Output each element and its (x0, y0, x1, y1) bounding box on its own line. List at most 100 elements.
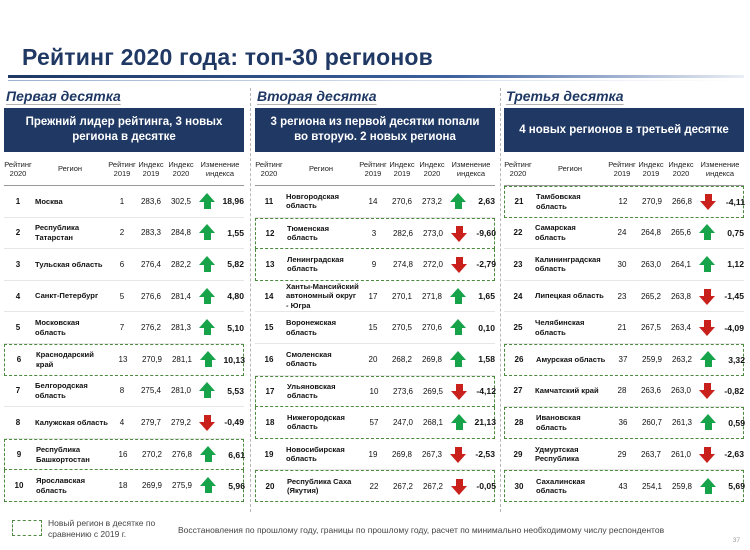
trend-cell (697, 193, 719, 211)
arrow-down-icon (451, 225, 467, 242)
region-name: Тамбовская область (536, 192, 581, 211)
arrow-down-icon (699, 446, 715, 463)
region-name: Москва (35, 196, 63, 206)
header-i2020: Индекс 2020 (419, 159, 445, 178)
region-name: Калининградская область (535, 254, 601, 274)
table-row: 15 Воронежская область 15 270,5 270,6 0,10 (255, 312, 495, 344)
column-separator (250, 88, 251, 512)
index-2020: 263,8 (670, 291, 692, 301)
table-row: 1 Москва 1 283,6 302,5 18,96 (4, 186, 244, 218)
region-name: Республика Саха (Якутия) (287, 476, 352, 496)
index-change: 0,59 (728, 417, 745, 428)
arrow-down-icon (699, 320, 715, 337)
table-row: 25 Челябинская область 21 267,5 263,4 -4,09 (504, 312, 744, 344)
index-2019: 267,5 (640, 323, 662, 333)
rank-2020: 21 (514, 197, 524, 207)
arrow-up-icon (199, 224, 215, 241)
region-name: Новосибирская область (286, 444, 345, 464)
region-name: Сахалинская область (536, 476, 586, 496)
title-divider-thin (8, 80, 744, 81)
index-change: -1,45 (724, 291, 744, 302)
trend-cell (448, 225, 470, 242)
rank-2019: 12 (618, 197, 628, 207)
rank-2019: 8 (119, 386, 125, 396)
table-row: 30 Сахалинская область 43 254,1 259,8 5,69 (504, 470, 745, 502)
index-2019: 283,3 (140, 228, 162, 238)
rank-2019: 15 (368, 323, 378, 333)
page-number: 37 (732, 537, 740, 544)
header-i2019: Индекс 2019 (389, 159, 415, 178)
rank-2020: 5 (15, 323, 21, 333)
trend-cell (448, 478, 470, 495)
table-row: 14 Ханты-Мансийский автономный округ - Юг… (255, 281, 495, 313)
header-r2019: Рейтинг 2019 (108, 159, 136, 178)
trend-cell (448, 383, 470, 400)
index-change: 5,82 (227, 259, 244, 270)
rank-2019: 30 (617, 259, 627, 269)
region-name: Белгородская область (35, 381, 88, 400)
rank-2019: 9 (371, 259, 377, 269)
index-change: 3,32 (728, 354, 745, 365)
region-name: Краснодарский край (36, 350, 94, 369)
header-region: Регион (557, 164, 583, 173)
arrow-down-icon (451, 383, 467, 400)
rank-2019: 29 (617, 449, 627, 459)
arrow-up-icon (199, 319, 215, 336)
arrow-up-icon (451, 413, 467, 430)
header-i2019: Индекс 2019 (138, 159, 164, 178)
trend-cell (196, 192, 218, 209)
index-change: 10,13 (223, 354, 245, 365)
arrow-up-icon (699, 224, 715, 241)
trend-cell (196, 224, 218, 241)
rank-2020: 7 (15, 386, 21, 396)
index-2020: 264,1 (670, 259, 692, 269)
arrow-down-icon (699, 288, 715, 305)
index-2020: 263,4 (670, 323, 692, 333)
trend-cell (447, 319, 469, 336)
rank-2019: 6 (119, 259, 125, 269)
trend-cell (196, 382, 218, 399)
rank-2020: 9 (16, 450, 22, 460)
trend-cell (696, 446, 718, 463)
header-i2019: Индекс 2019 (638, 159, 664, 178)
trend-cell (696, 288, 718, 305)
region-name: Московская область (35, 318, 80, 337)
index-change: 1,58 (478, 354, 495, 365)
region-name: Самарская область (535, 223, 576, 242)
rank-2019: 2 (119, 228, 125, 238)
trend-cell (196, 287, 218, 304)
rank-2020: 1 (15, 196, 21, 206)
index-2020: 273,0 (422, 228, 444, 238)
arrow-down-icon (199, 414, 215, 431)
index-change: -4,11 (725, 196, 745, 207)
index-2020: 261,3 (671, 418, 693, 428)
rank-2020: 3 (15, 259, 21, 269)
rank-2019: 43 (618, 481, 628, 491)
rank-2020: 16 (264, 354, 274, 364)
arrow-up-icon (200, 477, 216, 494)
trend-cell (697, 351, 719, 368)
table-row: 27 Камчатский край 28 263,6 263,0 -0,82 (504, 376, 744, 408)
header-change: Изменение индекса (700, 159, 740, 178)
table-header: Рейтинг 2020 Регион Рейтинг 2019 Индекс 201… (4, 152, 244, 186)
index-2020: 263,0 (670, 386, 692, 396)
table-header: Рейтинг 2020 Регион Рейтинг 2019 Индекс 201… (255, 152, 495, 186)
index-2020: 266,8 (671, 197, 693, 207)
index-2019: 269,8 (391, 449, 413, 459)
rank-2020: 18 (265, 417, 275, 427)
arrow-up-icon (700, 477, 716, 494)
column-banner: 4 новых регионов в третьей десятке (504, 108, 744, 152)
arrow-up-icon (450, 287, 466, 304)
table-row: 8 Калужская область 4 279,7 279,2 -0,49 (4, 407, 244, 439)
rank-2020: 20 (265, 481, 275, 491)
table-row: 9 Республика Башкортостан 16 270,2 276,8 6,61 (4, 438, 245, 471)
index-change: 0,10 (478, 322, 495, 333)
region-name: Нижегородская область (287, 412, 345, 432)
table-row: 11 Новгородская область 14 270,6 273,2 2,63 (255, 186, 495, 218)
region-name: Смоленская область (286, 349, 332, 369)
rank-2019: 57 (369, 417, 379, 427)
table-header: Рейтинг 2020 Регион Рейтинг 2019 Индекс 201… (504, 152, 744, 186)
rank-2019: 1 (119, 196, 125, 206)
header-r2019: Рейтинг 2019 (359, 159, 387, 178)
index-2019: 270,6 (391, 196, 413, 206)
